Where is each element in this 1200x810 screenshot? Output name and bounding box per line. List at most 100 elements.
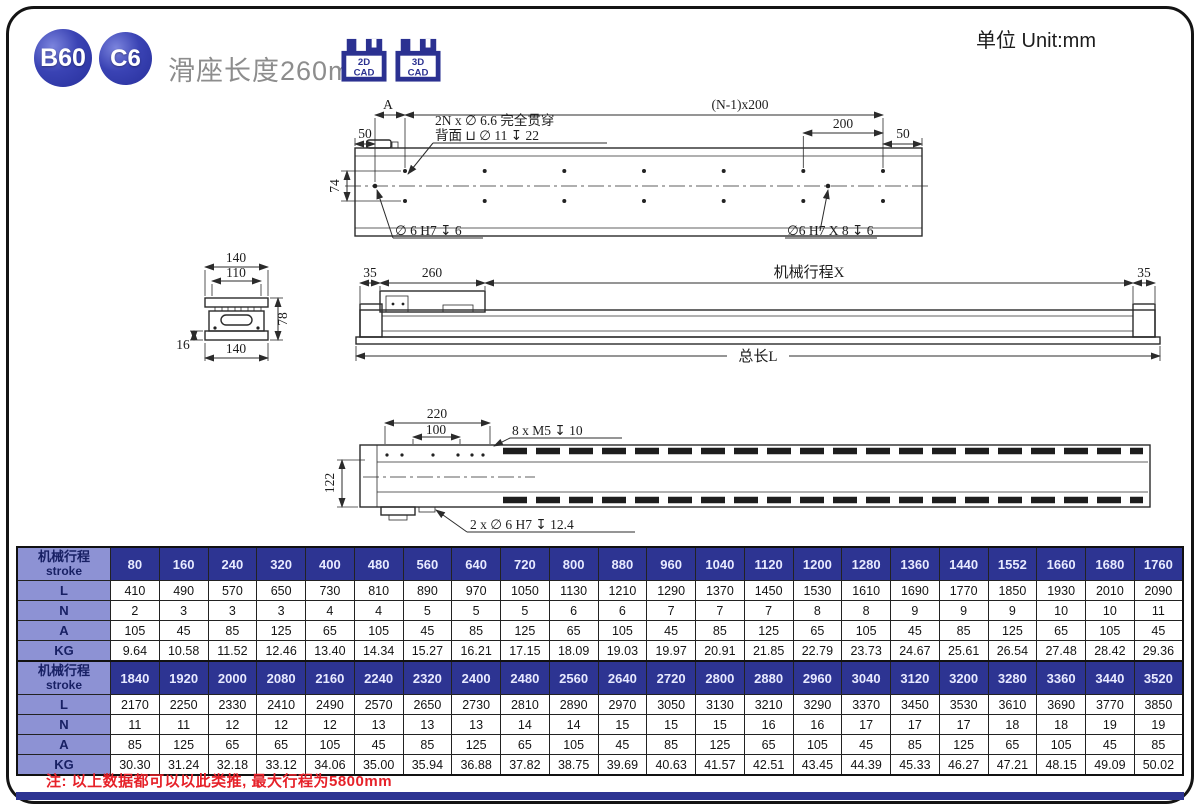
spec-value-cell: 13 [353, 714, 404, 735]
spec-value-cell: 17 [841, 714, 891, 735]
row-label: L [16, 694, 111, 715]
slider-screw-holes [385, 453, 485, 457]
stroke-value-cell: 1660 [1036, 546, 1086, 581]
spec-value-cell: 3370 [841, 694, 891, 715]
spec-value-cell: 27.48 [1036, 640, 1086, 662]
spec-value-cell: 31.24 [158, 754, 209, 776]
spec-value-cell: 16 [743, 714, 794, 735]
cad-3d-download-icon[interactable]: 3D CAD [394, 37, 442, 83]
spec-value-cell: 5 [402, 600, 453, 621]
spec-value-cell: 1450 [743, 580, 794, 601]
dim-16: 16 [176, 337, 190, 352]
stroke-value-cell: 3280 [987, 660, 1038, 695]
stroke-value-cell: 2960 [792, 660, 843, 695]
spec-value-cell: 35.00 [353, 754, 404, 776]
spec-value-cell: 18 [987, 714, 1038, 735]
stroke-value-cell: 1200 [792, 546, 843, 581]
stroke-value-cell: 1760 [1133, 546, 1184, 581]
dim-35-right: 35 [1137, 265, 1151, 280]
cad-2d-download-icon[interactable]: 2D CAD [340, 37, 388, 83]
spec-value-cell: 37.82 [500, 754, 550, 776]
stroke-value-cell: 1040 [695, 546, 745, 581]
spec-value-cell: 105 [110, 620, 160, 641]
spec-value-cell: 2 [110, 600, 160, 621]
spec-value-cell: 65 [305, 620, 355, 641]
spec-value-cell: 45.33 [890, 754, 940, 776]
spec-value-cell: 2570 [353, 694, 404, 715]
spec-value-cell: 3210 [743, 694, 794, 715]
mounting-holes [372, 169, 885, 203]
spec-value-cell: 105 [1036, 734, 1086, 755]
spec-value-cell: 11 [158, 714, 209, 735]
spec-value-cell: 3130 [695, 694, 745, 715]
stroke-header-row: 机械行程 stroke 1840 1920 2000 2080 2160 2240 2320 24… [16, 660, 1184, 695]
dim-a: A [383, 97, 393, 112]
spec-table-body: 机械行程 stroke 80 160 240 320 400 480 560 640 720 800 8… [16, 546, 1184, 776]
stroke-value-cell: 880 [597, 546, 648, 581]
spec-value-cell: 125 [256, 620, 306, 641]
spec-value-cell: 45 [841, 734, 891, 755]
pin-note-right: ∅6 H7 X 8 ↧ 6 [787, 223, 874, 238]
spec-value-cell: 16.21 [451, 640, 501, 662]
stroke-value-cell: 1280 [841, 546, 891, 581]
stroke-value-cell: 720 [500, 546, 550, 581]
spec-value-cell: 10.58 [158, 640, 209, 662]
spec-value-cell: 44.39 [841, 754, 891, 776]
spec-value-cell: 13.40 [305, 640, 355, 662]
spec-value-cell: 14 [548, 714, 599, 735]
stroke-value-cell: 1360 [890, 546, 940, 581]
spec-value-cell: 10 [1085, 600, 1135, 621]
stroke-value-cell: 2560 [548, 660, 599, 695]
spec-value-cell: 50.02 [1133, 754, 1184, 776]
spec-value-cell: 85 [402, 734, 453, 755]
spec-value-cell: 24.67 [890, 640, 940, 662]
dim-50-right: 50 [896, 126, 910, 141]
spec-value-cell: 65 [500, 734, 550, 755]
spec-value-cell: 125 [987, 620, 1038, 641]
spec-value-cell: 1770 [938, 580, 989, 601]
spec-value-cell: 2330 [207, 694, 258, 715]
dim-122: 122 [322, 473, 337, 493]
stroke-value-cell: 3520 [1133, 660, 1184, 695]
stroke-value-cell: 2160 [305, 660, 355, 695]
spec-value-cell: 970 [451, 580, 501, 601]
spec-value-cell: 65 [743, 734, 794, 755]
spec-value-cell: 3 [158, 600, 209, 621]
dim-35-left: 35 [363, 265, 377, 280]
stroke-value-cell: 2480 [500, 660, 550, 695]
dim-140-top: 140 [226, 250, 247, 265]
spec-value-cell: 125 [500, 620, 550, 641]
pin-note-left: ∅ 6 H7 ↧ 6 [395, 223, 462, 238]
spec-value-cell: 26.54 [987, 640, 1038, 662]
spec-value-cell: 1130 [548, 580, 599, 601]
cad-2d-label-line2: CAD [354, 67, 375, 78]
spec-value-cell: 9.64 [110, 640, 160, 662]
spec-value-cell: 17 [890, 714, 940, 735]
stroke-value-cell: 3040 [841, 660, 891, 695]
spec-value-cell: 125 [938, 734, 989, 755]
row-label: KG [16, 640, 111, 662]
spec-value-cell: 65 [987, 734, 1038, 755]
spec-value-cell: 15 [597, 714, 648, 735]
dim-140-bottom: 140 [226, 341, 247, 356]
spec-value-cell: 65 [256, 734, 306, 755]
page-title: 滑座长度260mm [168, 56, 376, 86]
spec-value-cell: 19 [1133, 714, 1184, 735]
spec-row-kg: KG 30.30 31.24 32.18 33.12 34.06 35.00 35.94 36.… [16, 754, 1184, 776]
stroke-value-cell: 2240 [353, 660, 404, 695]
top-view-drawing: A (N-1)x200 200 50 50 74 2N x ∅ 6.6 完全贯穿… [327, 97, 932, 239]
stroke-value-cell: 400 [305, 546, 355, 581]
dim-50-left: 50 [358, 126, 372, 141]
spec-value-cell: 23.73 [841, 640, 891, 662]
stroke-value-cell: 1120 [743, 546, 794, 581]
dim-200: 200 [833, 116, 854, 131]
row-label: KG [16, 754, 111, 776]
stroke-value-cell: 2320 [402, 660, 453, 695]
spec-value-cell: 45 [597, 734, 648, 755]
spec-value-cell: 11 [1133, 600, 1184, 621]
spec-value-cell: 105 [305, 734, 355, 755]
tap-note: 8 x M5 ↧ 10 [512, 423, 583, 438]
stroke-value-cell: 640 [451, 546, 501, 581]
spec-value-cell: 5 [451, 600, 501, 621]
cad-3d-label-line2: CAD [408, 67, 429, 78]
